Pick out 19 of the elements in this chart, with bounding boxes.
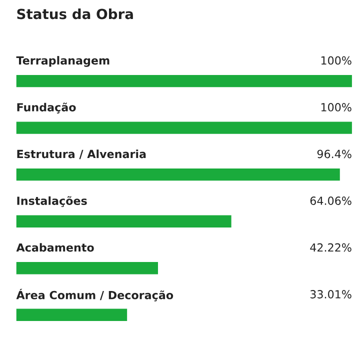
y-tick-label: Acabamento	[16, 243, 94, 252]
bar	[16, 308, 128, 321]
data-label: 100%	[321, 56, 352, 65]
y-tick-label: Estrutura / Alvenaria	[17, 150, 146, 160]
data-label: 42.22%	[310, 243, 352, 252]
bar	[16, 262, 158, 274]
y-tick-label: Terraplanagem	[16, 56, 110, 67]
bar	[16, 122, 352, 134]
bar	[16, 75, 352, 88]
data-label: 100%	[321, 103, 352, 112]
data-label: 33.01%	[310, 290, 352, 298]
data-label: 64.06%	[310, 196, 352, 205]
bar	[16, 215, 232, 228]
y-tick-label: Instalações	[17, 196, 87, 207]
y-tick-label: Fundação	[17, 102, 76, 114]
data-label: 96.4%	[317, 150, 352, 158]
bar	[16, 168, 340, 181]
chart-title: Status da Obra	[17, 8, 133, 20]
y-tick-label: Área Comum / Decoração	[16, 288, 174, 302]
